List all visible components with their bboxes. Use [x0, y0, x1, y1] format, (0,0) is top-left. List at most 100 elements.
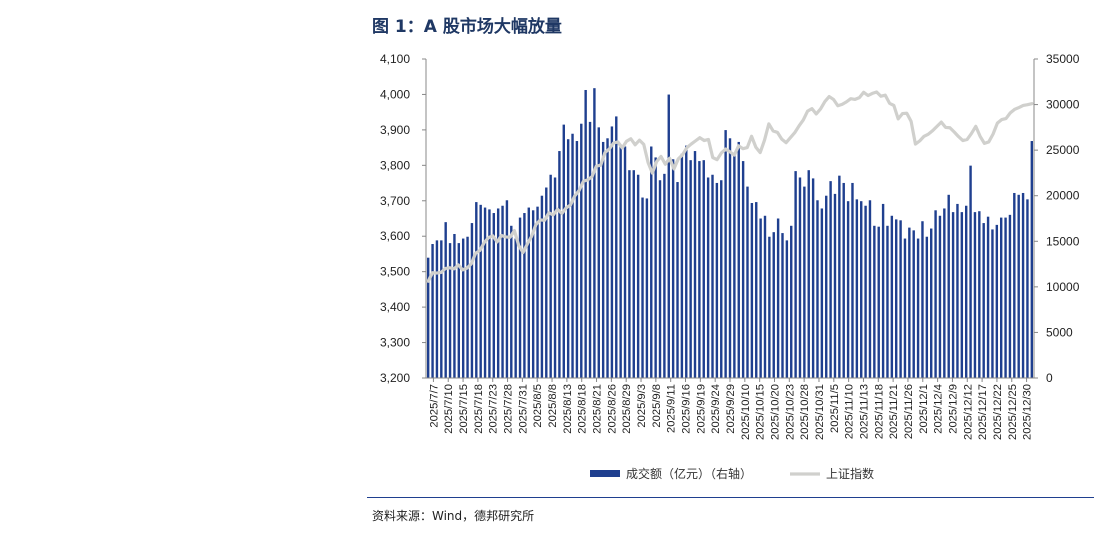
- right-tick-label: 25000: [1046, 143, 1080, 157]
- volume-bar: [593, 88, 596, 379]
- x-tick-label: 2025/10/20: [769, 384, 781, 440]
- x-tick-label: 2025/11/21: [888, 384, 900, 439]
- volume-bar: [886, 225, 889, 378]
- volume-bar: [864, 205, 867, 378]
- x-tick-label: 2025/8/8: [547, 384, 559, 428]
- volume-bar: [781, 233, 784, 378]
- x-tick-label: 2025/10/28: [799, 384, 811, 440]
- volume-bar: [466, 236, 469, 378]
- volume-bar: [685, 145, 688, 378]
- x-tick-label: 2025/8/29: [621, 384, 633, 434]
- x-tick-label: 2025/11/5: [829, 384, 841, 433]
- volume-bar: [483, 207, 487, 378]
- x-tick-label: 2025/8/21: [592, 384, 604, 434]
- x-tick-label: 2025/10/23: [784, 384, 796, 440]
- volume-bar: [706, 177, 710, 378]
- volume-bar: [1021, 192, 1025, 378]
- volume-bar: [969, 165, 972, 378]
- right-tick-label: 35000: [1046, 52, 1080, 66]
- volume-bar: [431, 244, 434, 378]
- source-divider: [367, 497, 1094, 498]
- volume-bar: [435, 240, 439, 378]
- volume-bar: [991, 229, 994, 378]
- x-tick-label: 2025/7/10: [443, 384, 455, 434]
- x-tick-label: 2025/11/10: [844, 384, 856, 439]
- volume-bar: [965, 205, 968, 378]
- x-tick-label: 2025/12/12: [962, 384, 974, 440]
- volume-bar: [479, 204, 482, 378]
- legend-line-label: 上证指数: [826, 466, 874, 481]
- volume-bar: [553, 177, 557, 378]
- volume-bar: [610, 126, 614, 378]
- x-tick-label: 2025/12/30: [1022, 384, 1034, 440]
- x-tick-label: 2025/7/31: [517, 384, 529, 434]
- volume-bar: [772, 232, 775, 378]
- volume-bar: [794, 171, 797, 378]
- volume-bar: [514, 238, 517, 378]
- left-tick-label: 3,500: [380, 265, 410, 279]
- right-tick-label: 10000: [1046, 280, 1080, 294]
- volume-bar: [457, 243, 461, 378]
- volume-bar: [650, 146, 653, 378]
- volume-bar: [1004, 217, 1007, 378]
- volume-bar: [720, 180, 723, 378]
- legend-bar-label: 成交额（亿元）（右轴）: [626, 466, 752, 481]
- chart: 3,200 3,300 3,400 3,500 3,600 3,700 3,800 3,900…: [380, 52, 1080, 481]
- volume-bar: [475, 202, 478, 378]
- volume-bar: [978, 211, 981, 378]
- x-tick-label: 2025/12/17: [977, 384, 989, 440]
- volume-bar: [1013, 192, 1016, 378]
- volume-bar: [549, 174, 552, 378]
- x-tick-label: 2025/8/18: [577, 384, 589, 434]
- volume-bar: [1008, 214, 1012, 378]
- volume-bar: [934, 210, 937, 378]
- volume-bar: [518, 217, 522, 378]
- volume-bar: [693, 151, 697, 378]
- legend-bar-swatch: [590, 470, 620, 477]
- volume-bar: [763, 215, 767, 378]
- x-tick-label: 2025/11/13: [858, 384, 870, 439]
- left-tick-label: 3,600: [380, 229, 410, 243]
- x-tick-label: 2025/11/18: [873, 384, 885, 439]
- volume-bar: [488, 209, 491, 378]
- volume-bar: [860, 201, 863, 378]
- volume-bar: [628, 170, 631, 378]
- volume-bar: [746, 186, 749, 378]
- volume-bar: [1017, 194, 1020, 378]
- volume-bar: [750, 203, 754, 378]
- volume-bar: [702, 160, 705, 378]
- volume-bar: [741, 161, 745, 378]
- volume-bar: [943, 208, 946, 378]
- legend: 成交额（亿元）（右轴） 上证指数: [590, 466, 874, 481]
- volume-bar: [825, 195, 828, 378]
- volume-bar: [807, 170, 810, 378]
- volume-bar: [501, 205, 504, 378]
- volume-bar: [531, 210, 535, 378]
- volume-bar: [956, 203, 959, 378]
- volume-bar: [715, 182, 719, 378]
- volume-bar: [728, 138, 732, 378]
- left-tick-label: 3,900: [380, 123, 410, 137]
- volume-bar: [829, 181, 832, 378]
- volume-bar: [873, 225, 876, 378]
- volume-bar: [925, 236, 929, 378]
- x-tick-label: 2025/10/15: [755, 384, 767, 440]
- volume-bar: [632, 170, 635, 378]
- left-tick-label: 4,100: [380, 52, 410, 66]
- volume-bar: [667, 94, 670, 379]
- volume-bar: [470, 223, 474, 378]
- volume-bar: [737, 141, 740, 378]
- volume-bar: [755, 202, 758, 378]
- x-tick-label: 2025/7/18: [473, 384, 485, 434]
- volume-bar: [623, 146, 627, 378]
- volume-bar: [689, 160, 692, 378]
- volume-bar: [588, 121, 592, 378]
- x-tick-label: 2025/12/25: [1007, 384, 1019, 440]
- volume-bar: [584, 89, 587, 379]
- volume-bar: [654, 157, 657, 378]
- volume-bar: [759, 218, 762, 378]
- volume-bar: [641, 197, 644, 378]
- x-tick-label: 2025/11/26: [903, 384, 915, 439]
- volume-bar: [453, 233, 456, 378]
- x-tick-label: 2025/7/7: [428, 384, 440, 428]
